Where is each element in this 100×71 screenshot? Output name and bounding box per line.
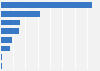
Bar [1,2,92,8]
Bar [1,37,12,43]
Bar [1,54,2,60]
Bar [1,11,40,17]
Bar [1,28,19,34]
Bar [1,46,10,51]
Bar [1,63,2,69]
Bar [1,20,20,25]
